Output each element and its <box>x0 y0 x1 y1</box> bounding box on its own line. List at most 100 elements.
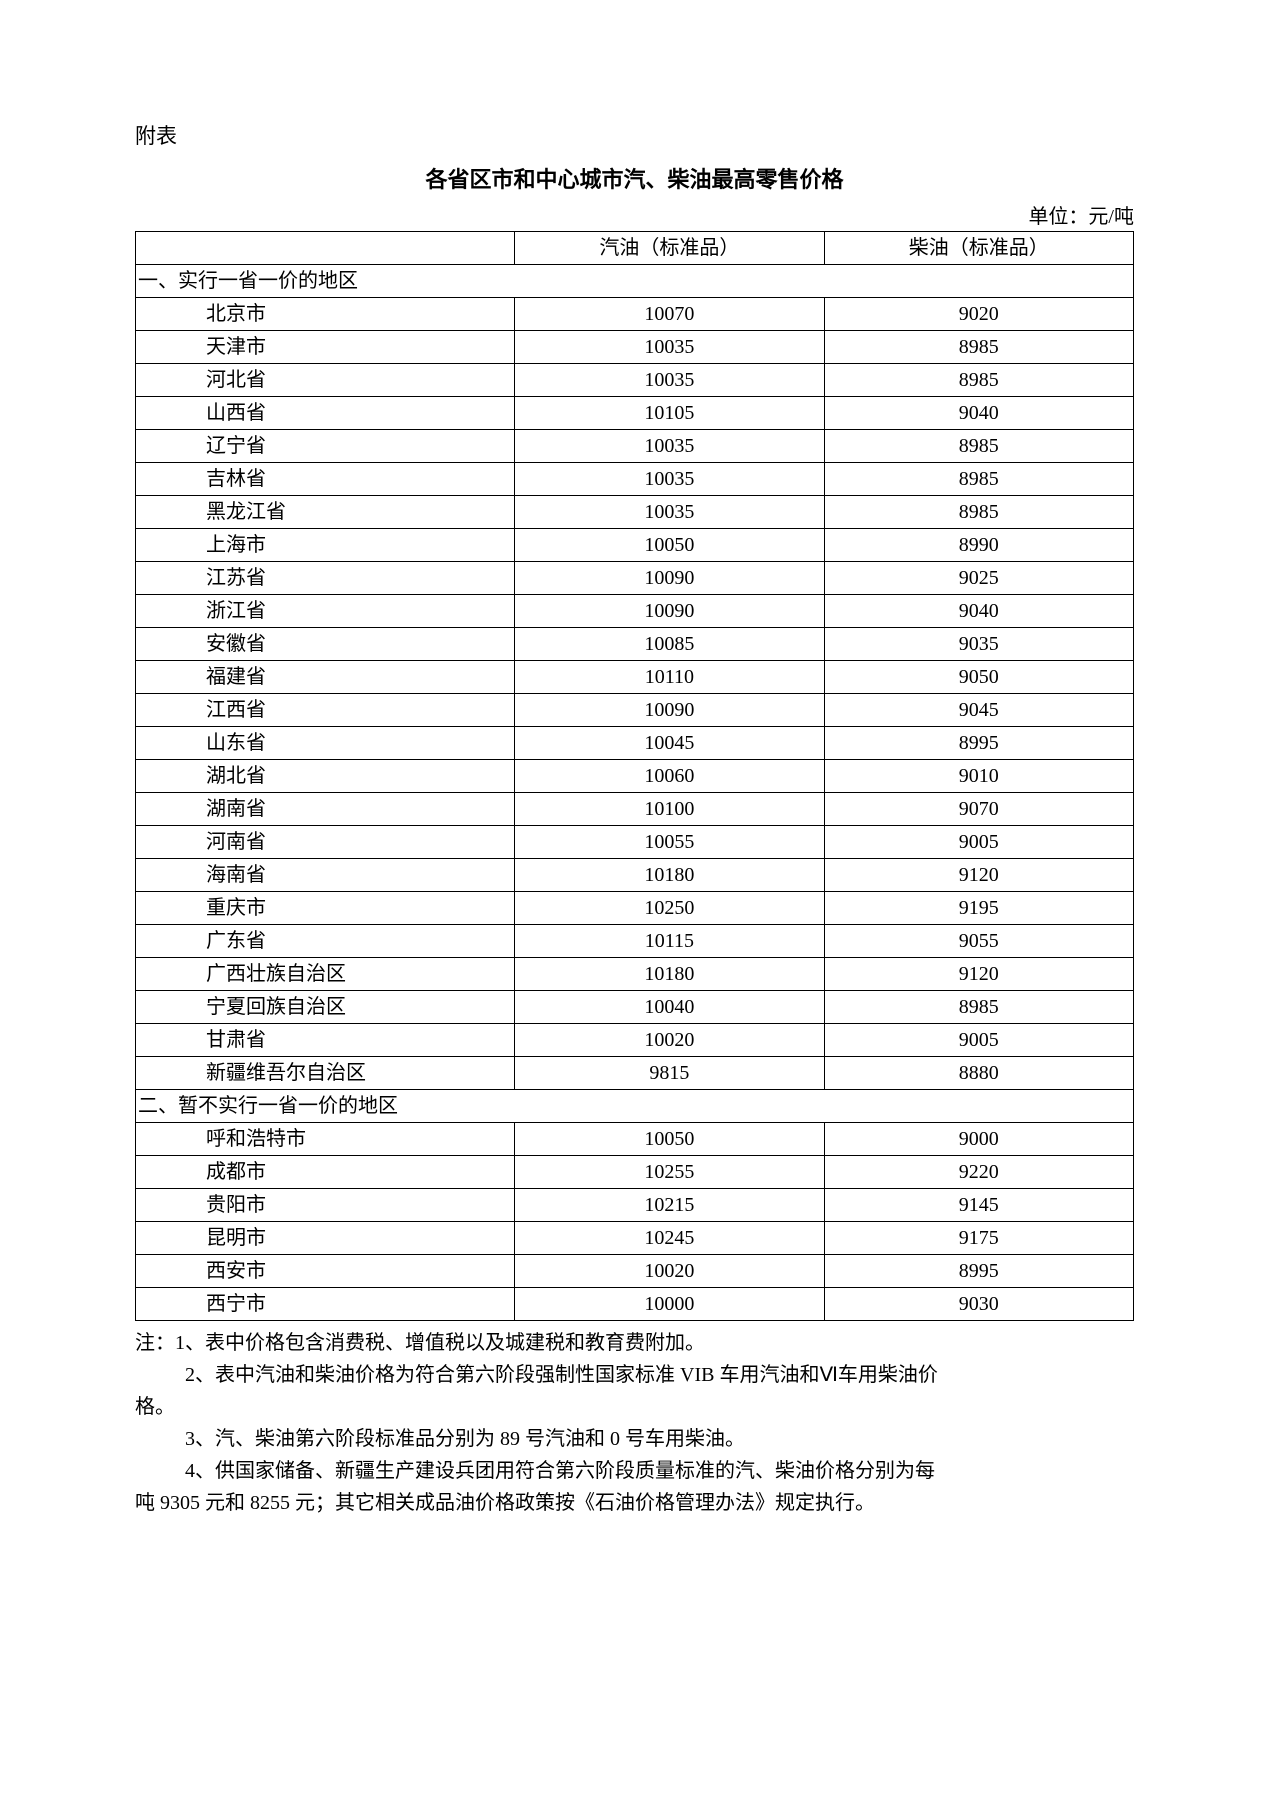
gasoline-price: 10050 <box>515 529 824 562</box>
diesel-price: 9030 <box>824 1288 1133 1321</box>
region-name: 北京市 <box>136 298 515 331</box>
region-name: 河南省 <box>136 826 515 859</box>
table-row: 呼和浩特市100509000 <box>136 1123 1134 1156</box>
footnotes: 注：1、表中价格包含消费税、增值税以及城建税和教育费附加。 2、表中汽油和柴油价… <box>135 1327 1134 1519</box>
gasoline-price: 10110 <box>515 661 824 694</box>
note-3: 3、汽、柴油第六阶段标准品分别为 89 号汽油和 0 号车用柴油。 <box>135 1423 1134 1455</box>
table-row: 江苏省100909025 <box>136 562 1134 595</box>
table-row: 浙江省100909040 <box>136 595 1134 628</box>
gasoline-price: 10045 <box>515 727 824 760</box>
diesel-price: 9040 <box>824 595 1133 628</box>
gasoline-price: 10070 <box>515 298 824 331</box>
diesel-price: 8985 <box>824 496 1133 529</box>
table-row: 湖南省101009070 <box>136 793 1134 826</box>
region-name: 西安市 <box>136 1255 515 1288</box>
region-name: 海南省 <box>136 859 515 892</box>
gasoline-price: 10180 <box>515 859 824 892</box>
table-row: 新疆维吾尔自治区98158880 <box>136 1057 1134 1090</box>
diesel-price: 9035 <box>824 628 1133 661</box>
gasoline-price: 10055 <box>515 826 824 859</box>
diesel-price: 9005 <box>824 1024 1133 1057</box>
table-row: 山东省100458995 <box>136 727 1134 760</box>
region-name: 江西省 <box>136 694 515 727</box>
region-name: 上海市 <box>136 529 515 562</box>
col-header-gasoline: 汽油（标准品） <box>515 232 824 265</box>
region-name: 辽宁省 <box>136 430 515 463</box>
gasoline-price: 10100 <box>515 793 824 826</box>
table-row: 河北省100358985 <box>136 364 1134 397</box>
note-1: 注：1、表中价格包含消费税、增值税以及城建税和教育费附加。 <box>135 1327 1134 1359</box>
gasoline-price: 10050 <box>515 1123 824 1156</box>
table-row: 广西壮族自治区101809120 <box>136 958 1134 991</box>
diesel-price: 9120 <box>824 958 1133 991</box>
region-name: 湖北省 <box>136 760 515 793</box>
document-page: 附表 各省区市和中心城市汽、柴油最高零售价格 单位：元/吨 汽油（标准品） 柴油… <box>0 0 1269 1795</box>
table-row: 辽宁省100358985 <box>136 430 1134 463</box>
diesel-price: 8995 <box>824 727 1133 760</box>
table-row: 安徽省100859035 <box>136 628 1134 661</box>
gasoline-price: 10035 <box>515 496 824 529</box>
region-name: 广东省 <box>136 925 515 958</box>
table-row: 重庆市102509195 <box>136 892 1134 925</box>
section-row: 一、实行一省一价的地区 <box>136 265 1134 298</box>
diesel-price: 8985 <box>824 430 1133 463</box>
table-row: 黑龙江省100358985 <box>136 496 1134 529</box>
region-name: 山西省 <box>136 397 515 430</box>
region-name: 呼和浩特市 <box>136 1123 515 1156</box>
table-row: 海南省101809120 <box>136 859 1134 892</box>
table-row: 吉林省100358985 <box>136 463 1134 496</box>
gasoline-price: 10020 <box>515 1255 824 1288</box>
diesel-price: 9120 <box>824 859 1133 892</box>
region-name: 福建省 <box>136 661 515 694</box>
diesel-price: 9005 <box>824 826 1133 859</box>
table-body: 一、实行一省一价的地区北京市100709020天津市100358985河北省10… <box>136 265 1134 1321</box>
diesel-price: 8985 <box>824 991 1133 1024</box>
gasoline-price: 10090 <box>515 595 824 628</box>
page-title: 各省区市和中心城市汽、柴油最高零售价格 <box>135 162 1134 194</box>
table-row: 天津市100358985 <box>136 331 1134 364</box>
table-row: 河南省100559005 <box>136 826 1134 859</box>
diesel-price: 9070 <box>824 793 1133 826</box>
gasoline-price: 10060 <box>515 760 824 793</box>
table-row: 西安市100208995 <box>136 1255 1134 1288</box>
gasoline-price: 10035 <box>515 430 824 463</box>
gasoline-price: 10035 <box>515 364 824 397</box>
col-header-diesel: 柴油（标准品） <box>824 232 1133 265</box>
region-name: 江苏省 <box>136 562 515 595</box>
diesel-price: 9195 <box>824 892 1133 925</box>
table-row: 上海市100508990 <box>136 529 1134 562</box>
diesel-price: 8990 <box>824 529 1133 562</box>
region-name: 甘肃省 <box>136 1024 515 1057</box>
col-header-region <box>136 232 515 265</box>
gasoline-price: 10085 <box>515 628 824 661</box>
region-name: 昆明市 <box>136 1222 515 1255</box>
region-name: 西宁市 <box>136 1288 515 1321</box>
region-name: 安徽省 <box>136 628 515 661</box>
gasoline-price: 10035 <box>515 463 824 496</box>
gasoline-price: 10255 <box>515 1156 824 1189</box>
region-name: 浙江省 <box>136 595 515 628</box>
table-row: 成都市102559220 <box>136 1156 1134 1189</box>
table-row: 昆明市102459175 <box>136 1222 1134 1255</box>
price-table: 汽油（标准品） 柴油（标准品） 一、实行一省一价的地区北京市100709020天… <box>135 231 1134 1321</box>
section-row: 二、暂不实行一省一价的地区 <box>136 1090 1134 1123</box>
diesel-price: 9045 <box>824 694 1133 727</box>
section-label: 二、暂不实行一省一价的地区 <box>136 1090 1134 1123</box>
diesel-price: 9040 <box>824 397 1133 430</box>
attachment-label: 附表 <box>135 120 1134 150</box>
gasoline-price: 10105 <box>515 397 824 430</box>
note-4a: 4、供国家储备、新疆生产建设兵团用符合第六阶段质量标准的汽、柴油价格分别为每 <box>135 1455 1134 1487</box>
diesel-price: 9000 <box>824 1123 1133 1156</box>
region-name: 河北省 <box>136 364 515 397</box>
region-name: 新疆维吾尔自治区 <box>136 1057 515 1090</box>
table-row: 宁夏回族自治区100408985 <box>136 991 1134 1024</box>
diesel-price: 9010 <box>824 760 1133 793</box>
diesel-price: 9020 <box>824 298 1133 331</box>
diesel-price: 8985 <box>824 463 1133 496</box>
diesel-price: 9025 <box>824 562 1133 595</box>
gasoline-price: 10040 <box>515 991 824 1024</box>
table-row: 甘肃省100209005 <box>136 1024 1134 1057</box>
region-name: 广西壮族自治区 <box>136 958 515 991</box>
diesel-price: 9050 <box>824 661 1133 694</box>
table-row: 北京市100709020 <box>136 298 1134 331</box>
